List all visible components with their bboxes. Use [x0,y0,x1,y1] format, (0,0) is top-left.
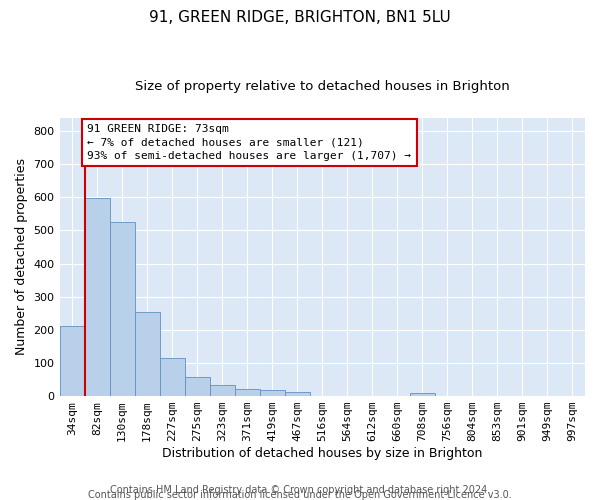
Bar [209,385,235,396]
Text: 91 GREEN RIDGE: 73sqm
← 7% of detached houses are smaller (121)
93% of semi-deta: 91 GREEN RIDGE: 73sqm ← 7% of detached h… [87,124,411,161]
Text: Contains public sector information licensed under the Open Government Licence v3: Contains public sector information licen… [88,490,512,500]
Bar [410,394,435,396]
Bar [134,312,160,396]
Bar [260,390,285,396]
Bar [185,377,209,396]
Text: 91, GREEN RIDGE, BRIGHTON, BN1 5LU: 91, GREEN RIDGE, BRIGHTON, BN1 5LU [149,10,451,25]
Title: Size of property relative to detached houses in Brighton: Size of property relative to detached ho… [135,80,509,93]
Text: Contains HM Land Registry data © Crown copyright and database right 2024.: Contains HM Land Registry data © Crown c… [110,485,490,495]
Bar [59,326,85,396]
Bar [85,198,110,396]
Y-axis label: Number of detached properties: Number of detached properties [15,158,28,356]
Bar [285,392,310,396]
Bar [160,358,185,396]
Bar [235,390,260,396]
Bar [110,222,134,396]
X-axis label: Distribution of detached houses by size in Brighton: Distribution of detached houses by size … [162,447,482,460]
